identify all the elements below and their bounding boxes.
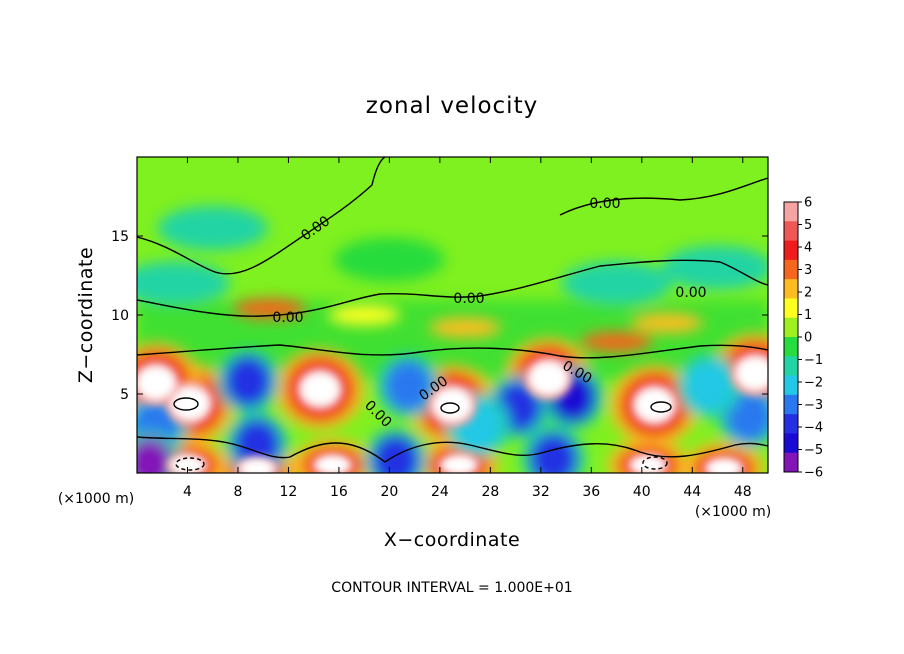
jet-core: [529, 362, 568, 395]
colorbar-swatch: [784, 298, 798, 319]
colorbar-tick-label: −2: [804, 376, 823, 391]
contour-label: 0.00: [453, 291, 484, 307]
x-tick-label: 28: [481, 484, 499, 500]
colorbar-tick-label: 2: [804, 286, 812, 301]
x-tick-label: 20: [380, 484, 398, 500]
x-tick-label: 12: [280, 484, 298, 500]
jet-core: [171, 387, 209, 420]
x-tick-label: 8: [233, 484, 242, 500]
jet-core: [736, 357, 768, 390]
x-tick-label: 36: [582, 484, 600, 500]
colorbar-tick-label: −4: [804, 421, 823, 436]
core-contour: [175, 457, 205, 471]
colorbar-tick-label: −3: [804, 398, 823, 413]
colorbar-swatch: [784, 202, 798, 222]
core-contour: [440, 402, 460, 414]
field-patch: [429, 317, 502, 338]
colorbar-tick-label: −6: [804, 466, 823, 481]
field-patch: [580, 331, 653, 352]
x-axis-label: X−coordinate: [384, 529, 520, 551]
field-patch: [157, 206, 268, 251]
colorbar-swatch: [784, 259, 798, 280]
core-contour: [173, 397, 199, 411]
field-patch: [328, 305, 401, 325]
colorbar-swatch: [784, 414, 798, 434]
colorbar-swatch: [784, 221, 798, 242]
trough-mark: [529, 432, 578, 473]
core-contour: [650, 401, 672, 413]
colorbar-swatch: [784, 240, 798, 261]
jet-core: [631, 456, 665, 473]
chart-title: zonal velocity: [366, 93, 538, 119]
contour-upper-right: [559, 177, 768, 216]
y-axis-label: Z−coordinate: [75, 247, 97, 383]
x-tick-label: 24: [431, 484, 449, 500]
colorbar-swatch: [784, 452, 798, 473]
colorbar-tick-label: 4: [804, 241, 812, 256]
jet-core: [137, 366, 175, 399]
colorbar-swatch: [784, 433, 798, 454]
x-tick-label: 16: [330, 484, 348, 500]
colorbar-swatch: [784, 356, 798, 377]
colorbar-tick-label: 3: [804, 263, 812, 278]
colorbar-tick-label: 6: [804, 196, 812, 211]
x-tick-label: 48: [734, 484, 752, 500]
colorbar-tick-label: −1: [804, 353, 823, 368]
zero-contours: [137, 157, 768, 471]
y-axis-unit: (×1000 m): [58, 491, 134, 507]
contour-surface: [137, 436, 768, 463]
core-contour: [642, 456, 668, 470]
trough-mark: [232, 418, 281, 471]
x-tick-label: 40: [633, 484, 651, 500]
x-axis-unit: (×1000 m): [695, 504, 771, 520]
contour-label: 0.00: [675, 285, 706, 301]
trough-mark: [384, 360, 433, 413]
y-tick-label: 15: [111, 229, 129, 245]
colorbar-swatch: [784, 279, 798, 299]
colorbar-tick-label: 0: [804, 331, 812, 346]
colorbar-tick-label: 1: [804, 308, 812, 323]
jet-core: [635, 389, 674, 422]
field-patch: [631, 312, 704, 333]
jet-core: [301, 373, 339, 406]
trough-mark: [224, 355, 273, 408]
contour-interval-note: CONTOUR INTERVAL = 1.000E+01: [331, 580, 572, 596]
velocity-field: [137, 157, 768, 473]
field-patch: [334, 237, 445, 282]
jet-core: [433, 389, 472, 422]
colorbar: 6 5 4 3 2 1 0 −1 −2 −3 −4 −5 −6: [783, 196, 823, 481]
y-axis: 5 10 15: [111, 229, 768, 403]
trough-mark: [725, 390, 768, 443]
colorbar-swatch: [784, 375, 798, 396]
y-tick-label: 10: [111, 308, 129, 324]
colorbar-tick-label: 5: [804, 218, 812, 233]
trough-mark: [137, 437, 174, 473]
x-tick-label: 4: [183, 484, 192, 500]
contour-label: 0.00: [589, 196, 620, 212]
y-tick-label: 5: [120, 387, 129, 403]
colorbar-swatch: [784, 337, 798, 357]
x-tick-label: 44: [683, 484, 701, 500]
field-patch: [662, 245, 768, 290]
contour-mid: [137, 259, 768, 317]
colorbar-swatch: [784, 317, 798, 338]
jet-core: [707, 459, 741, 473]
field-patch: [561, 261, 672, 306]
field-patch: [137, 261, 230, 306]
jet-core: [240, 459, 274, 473]
colorbar-swatch: [784, 394, 798, 415]
trough-mark: [371, 434, 420, 473]
jet-core: [316, 456, 350, 473]
x-axis: 4 8 12 16 20 24 28 32 36 40 44 48: [183, 157, 752, 500]
colorbar-tick-label: −5: [804, 443, 823, 458]
contour-upper: [137, 157, 386, 275]
x-tick-label: 32: [532, 484, 550, 500]
trough-mark: [684, 360, 733, 413]
contour-label: 0.00: [272, 310, 303, 326]
contour-low: [137, 344, 768, 359]
jet-core: [442, 456, 476, 473]
